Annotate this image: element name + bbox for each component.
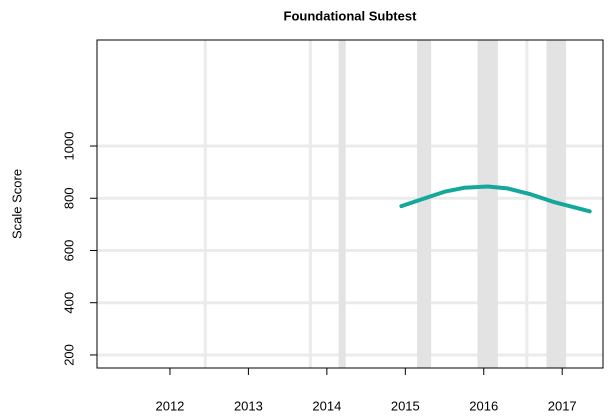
band <box>338 40 346 368</box>
x-tick-label: 2016 <box>469 398 498 413</box>
x-tick-label: 2014 <box>312 398 341 413</box>
band <box>477 40 498 368</box>
y-tick-label: 400 <box>61 292 76 314</box>
plot-frame <box>96 39 604 369</box>
y-tick-label: 200 <box>61 344 76 366</box>
chart-title: Foundational Subtest <box>284 8 418 23</box>
y-tick-label: 800 <box>61 187 76 209</box>
x-tick-label: 2012 <box>155 398 184 413</box>
band <box>417 40 432 368</box>
x-tick-label: 2015 <box>391 398 420 413</box>
line <box>399 184 592 214</box>
x-tick-label: 2017 <box>548 398 577 413</box>
x-tick-label: 2013 <box>234 398 263 413</box>
y-tick-label: 600 <box>61 240 76 262</box>
y-tick-label: 1000 <box>61 132 76 161</box>
y-axis-label: Scale Score <box>9 169 24 239</box>
